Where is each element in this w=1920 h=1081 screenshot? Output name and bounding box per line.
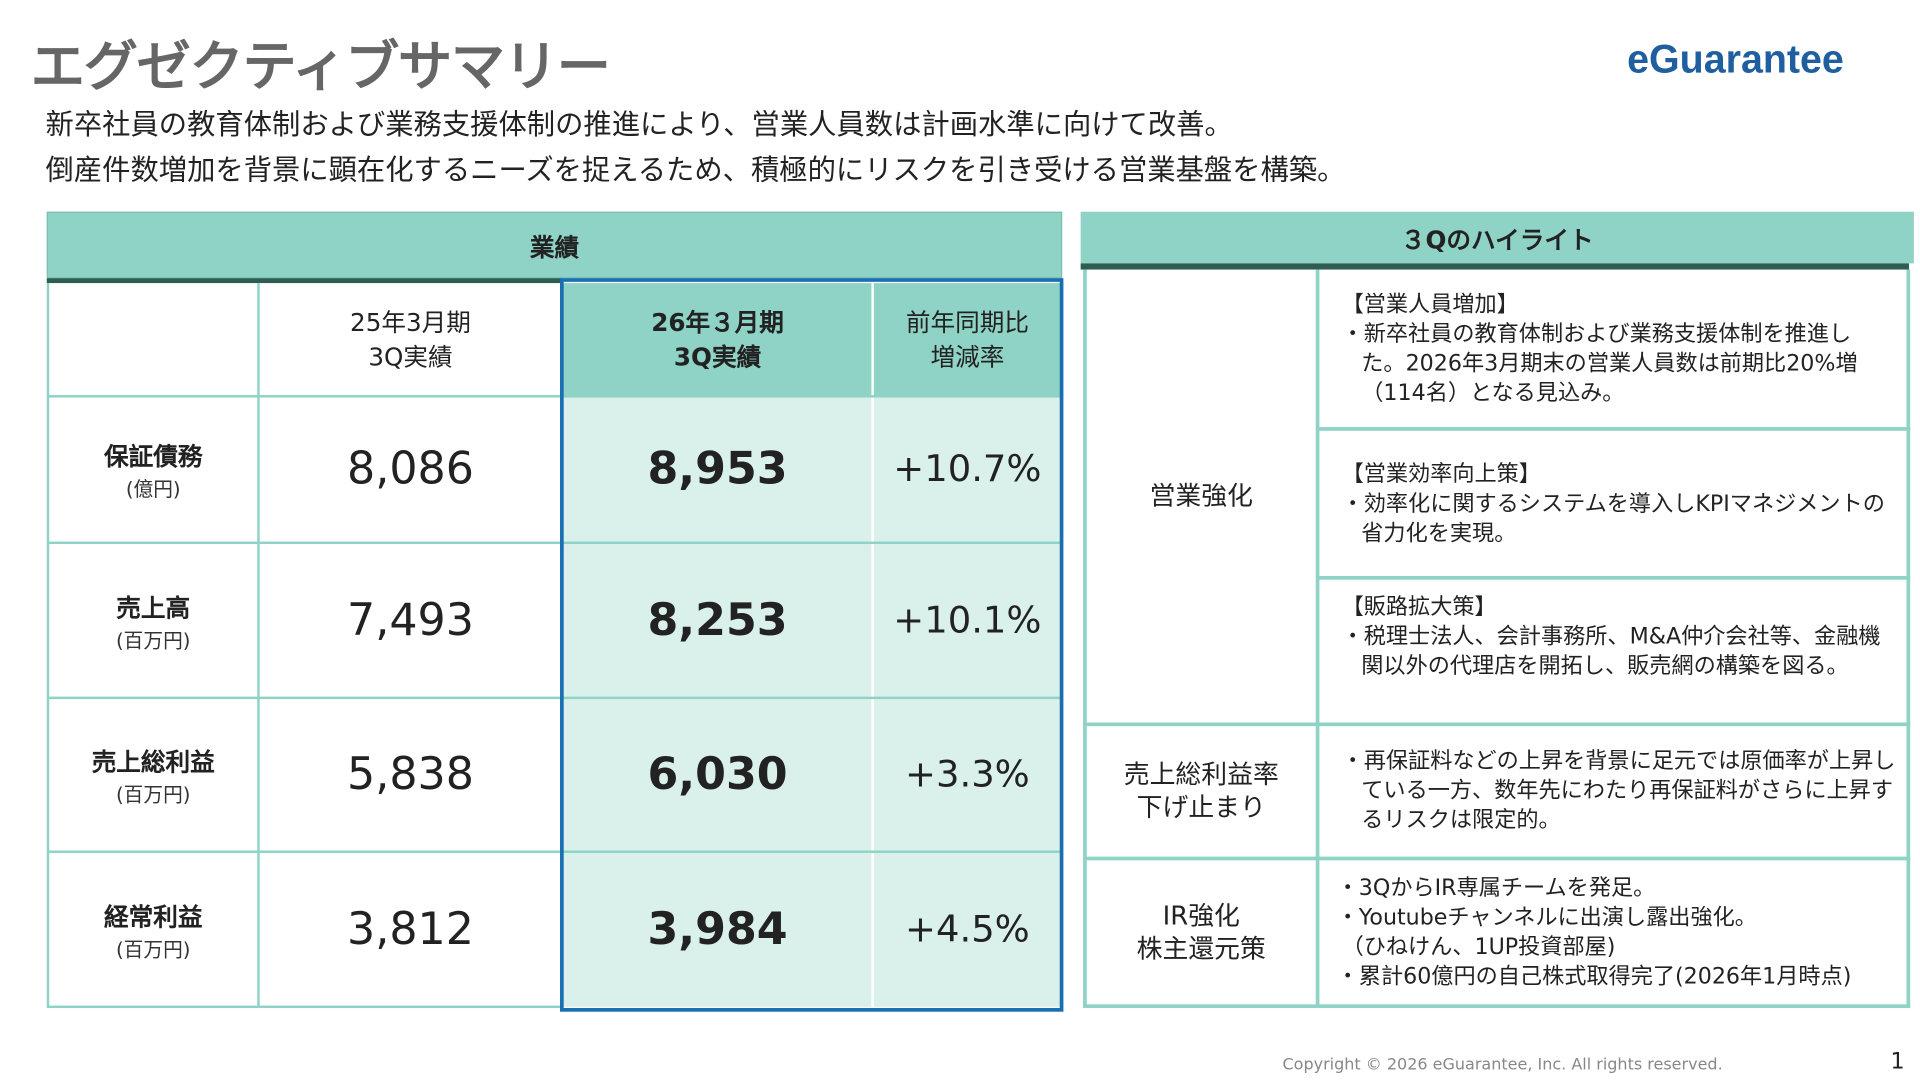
metric-unit: (百万円) [116, 782, 191, 807]
prev-value: 5,838 [347, 749, 474, 801]
metric-name: 売上高 [116, 592, 191, 623]
metric-name: 経常利益 [104, 901, 203, 932]
divider [46, 278, 562, 284]
row-label: 保証債務 (億円) [49, 396, 257, 542]
highlight-body-bg [561, 396, 1061, 1007]
curr-value: 8,253 [647, 595, 788, 646]
highlight-header-bg [561, 283, 1061, 397]
page-title: エグゼクティブサマリー [30, 35, 611, 99]
column-change: 前年同期比 増減率 [905, 307, 1029, 372]
column-curr: 26年３月期 3Q実績 [651, 307, 784, 372]
ir-line: ・累計60億円の自己株式取得完了(2026年1月時点) [1336, 963, 1852, 990]
category-ir: IR強化 株主還元策 [1136, 900, 1266, 964]
curr-value: 8,953 [647, 444, 788, 495]
page-number: 1 [1890, 1048, 1905, 1075]
current-period-frame [560, 278, 1064, 1012]
highlights-header: ３Qのハイライト [1080, 211, 1914, 264]
metric-name: 保証債務 [104, 441, 203, 472]
row-label: 経常利益 (百万円) [49, 852, 257, 1007]
item-text: ・税理士法人、会計事務所、M&A仲介会社等、金融機関以外の代理店を開拓し、販売網… [1341, 624, 1881, 680]
change-value: +10.1% [893, 598, 1042, 642]
prev-value: 7,493 [347, 595, 474, 646]
prev-value: 8,086 [347, 444, 474, 495]
row-label: 売上総利益 (百万円) [49, 698, 257, 852]
summary-line-2: 倒産件数増加を背景に顕在化するニーズを捉えるため、積極的にリスクを引き受ける営業… [45, 155, 1346, 188]
row-label: 売上高 (百万円) [49, 543, 257, 698]
change-value: +10.7% [893, 448, 1042, 492]
ir-line: ・3QからIR専属チームを発足。 [1336, 875, 1656, 901]
category-margin: 売上総利益率 下げ止まり [1123, 759, 1279, 823]
metric-name: 売上総利益 [91, 747, 215, 777]
curr-value: 3,984 [647, 904, 788, 955]
performance-header: 業績 [46, 211, 1063, 279]
column-prev: 25年3月期 3Q実績 [350, 307, 471, 372]
metric-unit: (百万円) [116, 628, 191, 652]
highlight-item: 【営業効率向上策】・効率化に関するシステムを導入しKPIマネジメントの省力化を実… [1342, 460, 1890, 549]
item-heading: 【営業効率向上策】 [1341, 461, 1541, 488]
performance-title: 業績 [529, 232, 580, 262]
metric-unit: (億円) [125, 477, 181, 501]
item-heading: 【営業人員増加】 [1341, 291, 1519, 318]
highlight-item: 【販路拡大策】・税理士法人、会計事務所、M&A仲介会社等、金融機関以外の代理店を… [1342, 593, 1890, 682]
item-text: ・新卒社員の教育体制および業務支援体制を推進した。2026年3月期末の営業人員数… [1341, 321, 1858, 407]
divider [1080, 263, 1909, 270]
ir-line: （ひねけん、1UP投資部屋) [1341, 934, 1616, 961]
item-text: ・効率化に関するシステムを導入しKPIマネジメントの省力化を実現。 [1341, 491, 1885, 547]
company-logo: eGuarantee [1627, 36, 1844, 82]
summary-line-1: 新卒社員の教育体制および業務支援体制の推進により、営業人員数は計画水準に向けて改… [45, 109, 1233, 142]
highlights-title: ３Qのハイライト [1400, 224, 1594, 255]
highlight-item: 【営業人員増加】・新卒社員の教育体制および業務支援体制を推進した。2026年3月… [1342, 290, 1890, 408]
change-value: +3.3% [905, 753, 1030, 797]
item-heading: 【販路拡大策】 [1341, 594, 1497, 621]
ir-line: ・Youtubeチャンネルに出演し露出強化。 [1336, 904, 1757, 931]
curr-value: 6,030 [647, 749, 788, 801]
margin-text: ・再保証料などの上昇を背景に足元では原価率が上昇している一方、数年先にわたり再保… [1341, 748, 1896, 834]
copyright: Copyright © 2026 eGuarantee, Inc. All ri… [1282, 1056, 1723, 1075]
category-sales: 営業強化 [1149, 480, 1253, 511]
change-value: +4.5% [905, 907, 1030, 951]
prev-value: 3,812 [347, 904, 474, 955]
metric-unit: (百万円) [116, 937, 191, 961]
ir-list: ・3QからIR専属チームを発足。 ・Youtubeチャンネルに出演し露出強化。 … [1337, 874, 1903, 992]
